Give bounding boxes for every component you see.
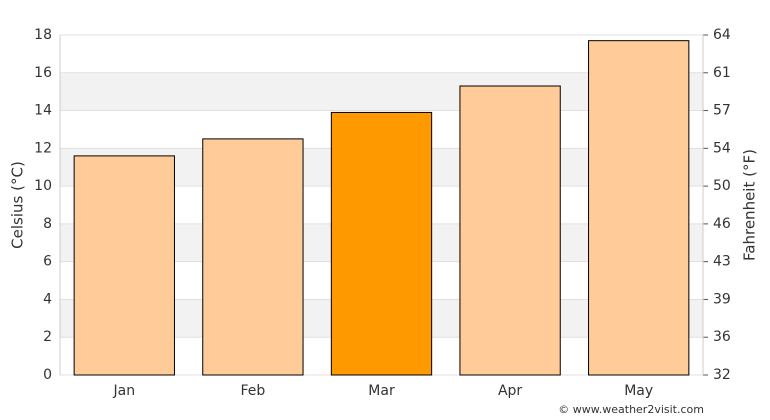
y2-tick-label: 54	[713, 140, 731, 156]
bar	[73, 155, 175, 376]
y-tick-label: 0	[43, 367, 52, 383]
y2-tick-label: 32	[713, 367, 731, 383]
bar	[330, 111, 433, 376]
y2-tick-label: 57	[713, 103, 731, 119]
source: © www.weather2visit.com	[558, 403, 704, 416]
y-tick-label: 10	[34, 178, 52, 194]
y-axis-label: Celsius (°C)	[9, 161, 27, 249]
x-tick-label: Mar	[368, 383, 395, 399]
y2-tick-label: 64	[713, 27, 731, 43]
bar	[202, 138, 304, 376]
y2-axis-label: Fahrenheit (°F)	[741, 149, 759, 261]
y-tick-label: 12	[34, 140, 52, 156]
y-tick-label: 4	[43, 291, 52, 307]
y2-tick-label: 36	[713, 329, 731, 345]
y2-tick-label: 39	[713, 291, 731, 307]
y-tick-label: 6	[43, 254, 52, 270]
x-tick-label: Feb	[241, 383, 266, 399]
bar	[459, 85, 561, 376]
y2-tick-label: 43	[713, 254, 731, 270]
bar	[588, 40, 690, 376]
y-tick-label: 16	[34, 65, 52, 81]
y-tick-label: 8	[43, 216, 52, 232]
y-tick-label: 18	[34, 27, 52, 43]
y-tick-label: 2	[43, 329, 52, 345]
x-tick-label: Jan	[113, 383, 136, 399]
y2-tick-label: 46	[713, 216, 731, 232]
y-tick-label: 14	[34, 103, 52, 119]
x-tick-label: May	[624, 383, 653, 399]
x-tick-label: Apr	[498, 383, 522, 399]
y2-tick-label: 50	[713, 178, 731, 194]
y2-tick-label: 61	[713, 65, 731, 81]
